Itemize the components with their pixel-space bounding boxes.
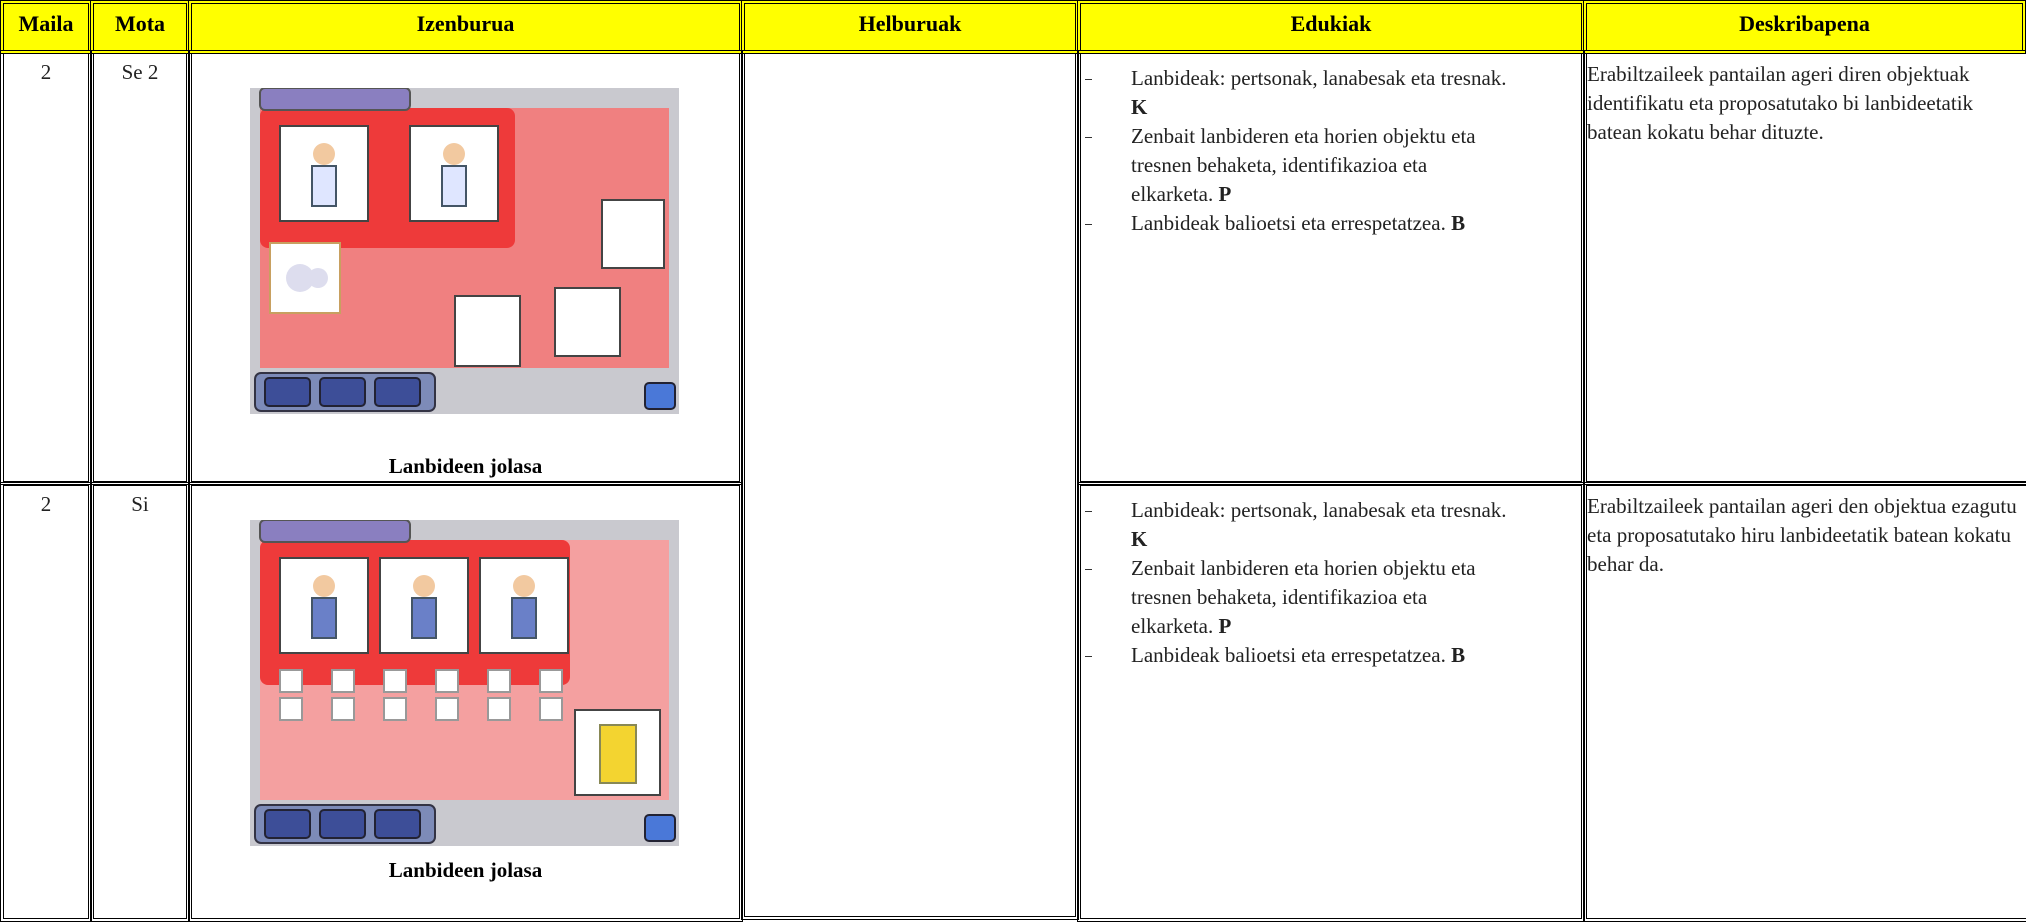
header-cell: Maila: [0, 0, 92, 54]
bullet-dash: [1085, 79, 1092, 80]
content-item: Lanbideak balioetsi eta errespetatzea. B: [1085, 641, 1511, 670]
content-item: Zenbait lanbideren eta horien objektu et…: [1085, 122, 1511, 209]
bullet-dash: [1085, 656, 1092, 657]
edukiak-cell: Lanbideak: pertsonak, lanabesak eta tres…: [1077, 50, 1585, 485]
izenburua-cell: Lanbideen jolasa: [188, 50, 743, 485]
content-text: Lanbideak balioetsi eta errespetatzea.: [1131, 643, 1446, 667]
header-cell: Edukiak: [1077, 0, 1585, 54]
screenshot: [250, 88, 679, 414]
header-cell: Mota: [90, 0, 190, 54]
description: Erabiltzaileek pantailan ageri diren obj…: [1587, 62, 1974, 144]
content-text: Zenbait lanbideren eta horien objektu et…: [1131, 556, 1476, 638]
edukiak-cell: Lanbideak: pertsonak, lanabesak eta tres…: [1077, 482, 1585, 922]
content-list: Lanbideak: pertsonak, lanabesak eta tres…: [1085, 64, 1511, 238]
bullet-dash: [1085, 224, 1092, 225]
header-cell: Deskribapena: [1583, 0, 2026, 54]
description: Erabiltzaileek pantailan ageri den objek…: [1587, 494, 2017, 576]
content-tag: K: [1131, 527, 1148, 551]
content-item: Lanbideak balioetsi eta errespetatzea. B: [1085, 209, 1511, 238]
content-text: Lanbideak: pertsonak, lanabesak eta tres…: [1131, 498, 1507, 522]
bullet-dash: [1085, 137, 1092, 138]
content-tag: B: [1451, 211, 1466, 235]
content-item: Lanbideak: pertsonak, lanabesak eta tres…: [1085, 496, 1511, 554]
maila-cell: 2: [0, 482, 92, 922]
content-tag: B: [1451, 643, 1466, 667]
content-tag: K: [1131, 95, 1148, 119]
helburuak-cell: [741, 50, 1079, 920]
content-tag: P: [1218, 614, 1232, 638]
izenburua-cell: Lanbideen jolasa: [188, 482, 743, 922]
header-cell: Helburuak: [741, 0, 1079, 54]
header-cell: Izenburua: [188, 0, 743, 54]
content-tag: P: [1218, 182, 1232, 206]
game-title: Lanbideen jolasa: [388, 858, 543, 882]
mota-cell: Si: [90, 482, 190, 922]
content-item: Zenbait lanbideren eta horien objektu et…: [1085, 554, 1511, 641]
content-list: Lanbideak: pertsonak, lanabesak eta tres…: [1085, 496, 1511, 670]
content-text: Lanbideak balioetsi eta errespetatzea.: [1131, 211, 1446, 235]
content-text: Zenbait lanbideren eta horien objektu et…: [1131, 124, 1476, 206]
content-item: Lanbideak: pertsonak, lanabesak eta tres…: [1085, 64, 1511, 122]
content-text: Lanbideak: pertsonak, lanabesak eta tres…: [1131, 66, 1507, 90]
game-title: Lanbideen jolasa: [388, 454, 543, 478]
maila-cell: 2: [0, 50, 92, 485]
deskribapena-cell: Erabiltzaileek pantailan ageri diren obj…: [1583, 50, 2026, 485]
mota-cell: Se 2: [90, 50, 190, 485]
bullet-dash: [1085, 569, 1092, 570]
bullet-dash: [1085, 511, 1092, 512]
screenshot: [250, 520, 679, 846]
deskribapena-cell: Erabiltzaileek pantailan ageri den objek…: [1583, 482, 2026, 922]
